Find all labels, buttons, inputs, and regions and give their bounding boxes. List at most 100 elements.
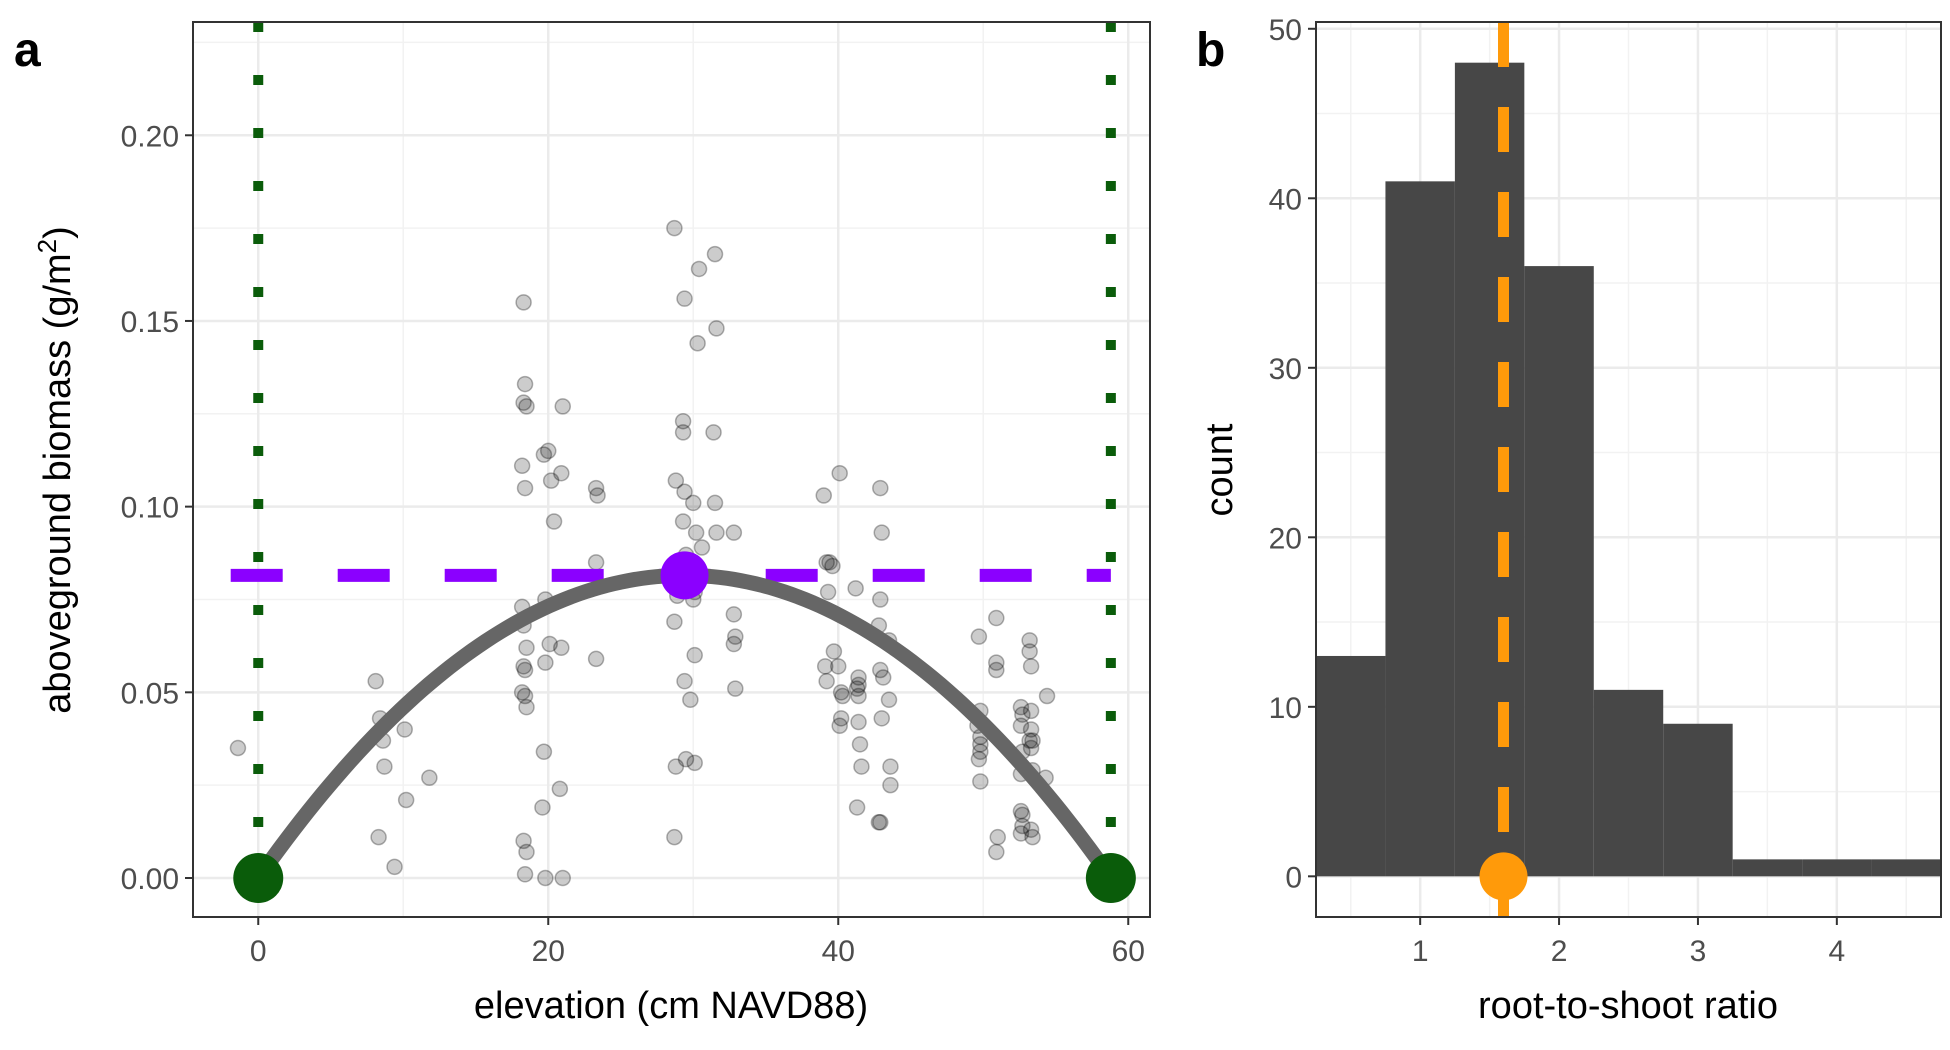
scatter-point <box>676 483 693 501</box>
scatter-point <box>818 554 835 571</box>
histogram-bar <box>1454 62 1525 877</box>
scatter-point <box>1022 702 1040 720</box>
histogram-bar <box>1802 859 1872 877</box>
panel-b-x-tick-label: 4 <box>1828 935 1845 968</box>
panel-b-border <box>1315 21 1942 918</box>
scatter-point <box>725 635 743 653</box>
scatter-point <box>690 260 708 278</box>
panel-a-x-axis-title: elevation (cm NAVD88) <box>474 985 868 1027</box>
scatter-point <box>513 684 531 701</box>
scatter-point <box>1022 658 1040 675</box>
scatter-point <box>872 661 889 679</box>
scatter-point <box>516 687 534 705</box>
scatter-point <box>554 869 571 887</box>
median-point <box>1479 852 1528 901</box>
histogram-bar <box>1871 859 1941 877</box>
scatter-point <box>1014 806 1031 824</box>
scatter-point <box>1024 828 1041 846</box>
scatter-point <box>516 375 534 393</box>
panel-b-x-tick-label: 3 <box>1690 935 1707 968</box>
scatter-point <box>815 487 832 504</box>
panel-a-letter: a <box>14 24 41 77</box>
scatter-point <box>851 736 869 753</box>
scatter-point <box>850 713 867 731</box>
panel-a-ticks: 0 20 40 60 0.00 0.05 0.10 0.15 0.20 <box>121 120 1145 968</box>
scatter-point <box>686 754 703 772</box>
scatter-point <box>666 828 683 846</box>
panel-b-y-tick-label: 30 <box>1269 353 1302 386</box>
scatter-point <box>872 591 889 608</box>
scatter-point <box>1012 698 1030 716</box>
scatter-point <box>1014 706 1031 723</box>
histogram-bar <box>1663 723 1733 877</box>
scatter-point <box>970 750 988 768</box>
scatter-point <box>587 650 605 668</box>
scatter-point <box>706 245 724 263</box>
scatter-point <box>682 691 699 708</box>
histogram-bar <box>1593 689 1664 877</box>
histogram-bar <box>1316 655 1386 877</box>
scatter-point <box>882 776 899 794</box>
scatter-point <box>674 412 692 430</box>
scatter-point <box>1021 643 1038 660</box>
scatter-point <box>831 464 848 482</box>
scatter-point <box>725 606 743 623</box>
scatter-point <box>1012 825 1030 842</box>
scatter-point <box>516 866 534 883</box>
scatter-point <box>516 479 534 497</box>
scatter-point <box>518 843 535 861</box>
scatter-point <box>880 691 898 708</box>
scatter-point <box>816 658 834 675</box>
scatter-point <box>376 758 393 775</box>
scatter-point <box>587 554 605 571</box>
scatter-point <box>1024 732 1041 749</box>
scatter-point <box>821 554 838 571</box>
scatter-point <box>674 513 692 530</box>
panel-a-border <box>192 21 1151 918</box>
scatter-point <box>540 442 557 460</box>
scatter-point <box>367 672 384 690</box>
scatter-point <box>674 424 692 441</box>
scatter-point <box>518 398 535 415</box>
scatter-point <box>831 717 848 734</box>
panel-b-y-tick-label: 0 <box>1285 861 1302 894</box>
scatter-point <box>825 643 843 660</box>
scatter-point <box>518 639 535 657</box>
scatter-point <box>882 758 899 775</box>
scatter-point <box>1021 732 1038 749</box>
scatter-point <box>705 424 722 441</box>
scatter-point <box>518 698 535 716</box>
scatter-point <box>687 524 705 541</box>
scatter-point <box>850 676 867 694</box>
scatter-point <box>589 487 606 504</box>
scatter-point <box>685 494 702 512</box>
scatter-point <box>686 646 703 664</box>
panel-a-x-tick-label: 20 <box>532 935 565 968</box>
panel-a-x-tick-label: 60 <box>1112 935 1145 968</box>
scatter-point <box>553 639 570 657</box>
panel-b-y-tick-label: 40 <box>1269 183 1302 216</box>
scatter-point <box>708 320 725 337</box>
scatter-point <box>847 580 864 597</box>
scatter-point <box>515 294 532 311</box>
scatter-point <box>676 290 693 307</box>
scatter-point <box>1014 817 1031 835</box>
scatter-point <box>396 721 413 738</box>
panel-a-y-tick-label: 0.00 <box>121 863 179 896</box>
scatter-point <box>834 687 851 705</box>
scatter-point <box>972 736 989 753</box>
panel-a-y-tick-label: 0.10 <box>121 492 179 525</box>
scatter-point <box>972 773 989 790</box>
panel-a-x-tick-label: 40 <box>822 935 855 968</box>
scatter-point <box>853 758 870 775</box>
panel-a-y-axis-title: aboveground biomass (g/m2) <box>32 226 79 714</box>
scatter-point <box>1022 721 1040 738</box>
scatter-point <box>551 780 569 798</box>
scatter-point <box>515 658 532 675</box>
scatter-point <box>693 539 711 556</box>
scatter-point <box>873 710 890 727</box>
scatter-point <box>850 669 867 686</box>
scatter-point <box>535 446 553 463</box>
scatter-point <box>970 628 988 645</box>
panel-a-y-axis-title-end: ) <box>37 226 79 239</box>
